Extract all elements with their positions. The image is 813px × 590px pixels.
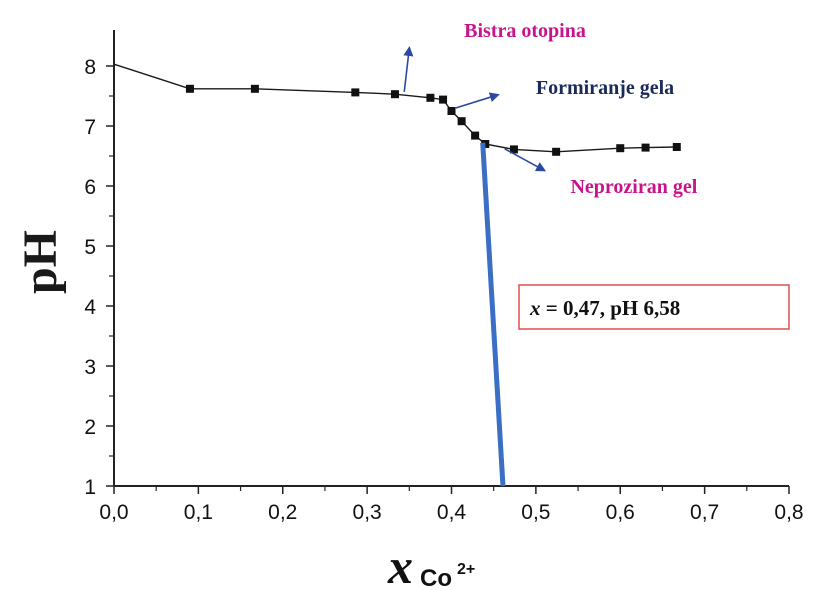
data-point <box>439 95 448 104</box>
ticks: 0,0 0,1 0,2 0,3 0,4 0,5 0,6 0,7 0,8 1 2 3 4 5 6 7 8 <box>84 56 803 524</box>
vertical-reference-line <box>480 142 506 487</box>
y-tick-label: 4 <box>84 296 96 319</box>
result-box: x = 0,47, pH 6,58 <box>518 284 790 330</box>
y-tick-label: 3 <box>84 356 96 379</box>
axes <box>113 30 789 487</box>
data-point <box>351 88 360 97</box>
data-series <box>113 63 681 487</box>
data-point <box>672 143 681 151</box>
annotation-arrow <box>455 92 500 109</box>
x-tick-label: 0,2 <box>268 501 297 524</box>
result-variable: x <box>529 296 541 320</box>
x-axis-superscript: 2+ <box>457 561 475 578</box>
data-point <box>250 84 259 93</box>
data-point <box>552 147 561 156</box>
series-line <box>113 63 677 153</box>
x-axis-subscript: Co <box>420 565 452 590</box>
data-point <box>471 131 480 140</box>
x-tick-label: 0,3 <box>353 501 382 524</box>
data-point <box>185 84 194 93</box>
data-point <box>457 117 466 126</box>
annotation-arrow <box>504 148 547 172</box>
x-tick-label: 0,4 <box>437 501 467 524</box>
x-tick-label: 0,5 <box>521 501 550 524</box>
data-point <box>390 90 399 99</box>
y-axis-label: pH <box>14 230 67 294</box>
x-tick-label: 0,7 <box>690 501 719 524</box>
result-text: = 0,47, pH 6,58 <box>541 296 681 320</box>
annotations: Bistra otopina Formiranje gela Neproziran … <box>403 20 698 198</box>
x-tick-label: 0,8 <box>774 501 803 524</box>
annotation-arrow <box>403 46 414 92</box>
x-axis-variable: x <box>387 538 413 590</box>
y-tick-label: 6 <box>84 176 96 199</box>
x-tick-label: 0,6 <box>606 501 635 524</box>
annotation-label: Bistra otopina <box>464 20 586 42</box>
annotation-label: Formiranje gela <box>536 77 674 99</box>
annotation-label: Neproziran gel <box>570 176 697 198</box>
x-tick-label: 0,0 <box>99 501 128 524</box>
y-tick-label: 2 <box>84 416 96 439</box>
y-tick-label: 5 <box>84 236 96 259</box>
y-tick-label: 1 <box>84 476 96 499</box>
data-point <box>447 107 456 115</box>
x-axis-label: x Co 2+ <box>387 538 475 590</box>
svg-text:x = 0,47, pH 6,58: x = 0,47, pH 6,58 <box>529 296 680 320</box>
y-tick-label: 7 <box>84 116 96 139</box>
data-point <box>616 144 625 153</box>
data-point <box>641 143 650 152</box>
data-point <box>426 93 435 102</box>
y-tick-label: 8 <box>84 56 96 79</box>
data-point <box>509 145 518 154</box>
x-tick-label: 0,1 <box>184 501 213 524</box>
